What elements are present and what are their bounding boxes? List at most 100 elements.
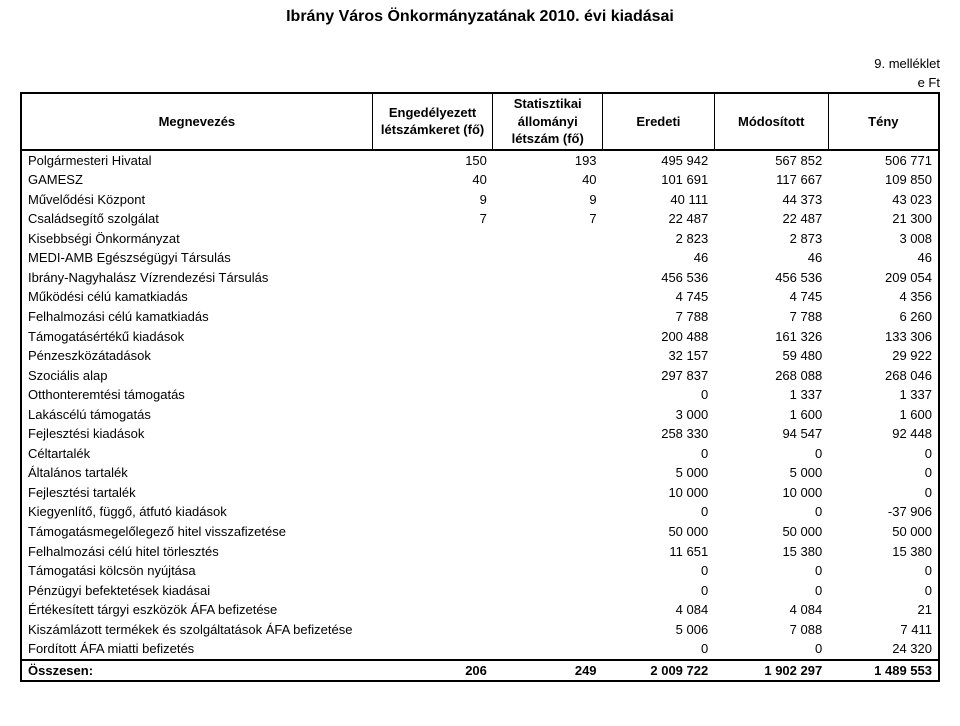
cell-total-b: 206 xyxy=(372,660,493,682)
table-body: Polgármesteri Hivatal150193495 942567 85… xyxy=(21,150,939,682)
cell-stat-headcount xyxy=(493,444,603,464)
cell-stat-headcount: 40 xyxy=(493,170,603,190)
table-total-row: Összesen:2062492 009 7221 902 2971 489 5… xyxy=(21,660,939,682)
cell-modified: 1 600 xyxy=(714,405,828,425)
cell-original: 10 000 xyxy=(603,483,715,503)
cell-actual: 0 xyxy=(828,463,939,483)
cell-approved-headcount xyxy=(372,639,493,660)
cell-approved-headcount xyxy=(372,542,493,562)
col-header-modified: Módosított xyxy=(714,93,828,150)
cell-approved-headcount xyxy=(372,287,493,307)
cell-original: 46 xyxy=(603,248,715,268)
cell-original: 5 006 xyxy=(603,620,715,640)
cell-approved-headcount: 9 xyxy=(372,190,493,210)
cell-modified: 5 000 xyxy=(714,463,828,483)
cell-name: Céltartalék xyxy=(21,444,372,464)
cell-original: 495 942 xyxy=(603,150,715,171)
cell-approved-headcount xyxy=(372,522,493,542)
table-row: Lakáscélú támogatás3 0001 6001 600 xyxy=(21,405,939,425)
cell-original: 7 788 xyxy=(603,307,715,327)
cell-modified: 0 xyxy=(714,444,828,464)
cell-actual: 1 600 xyxy=(828,405,939,425)
cell-stat-headcount: 193 xyxy=(493,150,603,171)
cell-approved-headcount xyxy=(372,366,493,386)
cell-modified: 4 745 xyxy=(714,287,828,307)
cell-approved-headcount xyxy=(372,620,493,640)
cell-approved-headcount xyxy=(372,483,493,503)
cell-approved-headcount xyxy=(372,248,493,268)
cell-name: Felhalmozási célú kamatkiadás xyxy=(21,307,372,327)
cell-original: 50 000 xyxy=(603,522,715,542)
cell-actual: 1 337 xyxy=(828,385,939,405)
cell-name: Pénzeszközátadások xyxy=(21,346,372,366)
cell-approved-headcount xyxy=(372,581,493,601)
cell-original: 0 xyxy=(603,581,715,601)
col-header-name: Megnevezés xyxy=(21,93,372,150)
table-row: Pénzeszközátadások32 15759 48029 922 xyxy=(21,346,939,366)
cell-actual: 0 xyxy=(828,483,939,503)
cell-modified: 10 000 xyxy=(714,483,828,503)
cell-modified: 7 788 xyxy=(714,307,828,327)
table-row: Pénzügyi befektetések kiadásai000 xyxy=(21,581,939,601)
cell-actual: 506 771 xyxy=(828,150,939,171)
cell-name: Kiszámlázott termékek és szolgáltatások … xyxy=(21,620,372,640)
table-row: Fordított ÁFA miatti befizetés0024 320 xyxy=(21,639,939,660)
cell-original: 32 157 xyxy=(603,346,715,366)
cell-actual: 6 260 xyxy=(828,307,939,327)
cell-name: Szociális alap xyxy=(21,366,372,386)
table-row: Támogatási kölcsön nyújtása000 xyxy=(21,561,939,581)
cell-original: 0 xyxy=(603,385,715,405)
cell-modified: 7 088 xyxy=(714,620,828,640)
cell-name: Támogatásmegelőlegező hitel visszafizeté… xyxy=(21,522,372,542)
cell-approved-headcount xyxy=(372,327,493,347)
cell-modified: 46 xyxy=(714,248,828,268)
cell-actual: 50 000 xyxy=(828,522,939,542)
cell-name: Otthonteremtési támogatás xyxy=(21,385,372,405)
cell-name: Kiegyenlítő, függő, átfutó kiadások xyxy=(21,502,372,522)
cell-original: 0 xyxy=(603,639,715,660)
table-row: Polgármesteri Hivatal150193495 942567 85… xyxy=(21,150,939,171)
table-row: Kiszámlázott termékek és szolgáltatások … xyxy=(21,620,939,640)
cell-original: 2 823 xyxy=(603,229,715,249)
cell-modified: 15 380 xyxy=(714,542,828,562)
cell-approved-headcount xyxy=(372,229,493,249)
col-header-stat-headcount: Statisztikai állományi létszám (fő) xyxy=(493,93,603,150)
cell-name: Művelődési Központ xyxy=(21,190,372,210)
cell-actual: 21 xyxy=(828,600,939,620)
cell-stat-headcount xyxy=(493,542,603,562)
cell-name: Értékesített tárgyi eszközök ÁFA befizet… xyxy=(21,600,372,620)
cell-name: Fordított ÁFA miatti befizetés xyxy=(21,639,372,660)
cell-total-e: 1 902 297 xyxy=(714,660,828,682)
cell-original: 297 837 xyxy=(603,366,715,386)
table-row: Támogatásértékű kiadások200 488161 32613… xyxy=(21,327,939,347)
table-row: Művelődési Központ9940 11144 37343 023 xyxy=(21,190,939,210)
cell-original: 5 000 xyxy=(603,463,715,483)
table-row: Működési célú kamatkiadás4 7454 7454 356 xyxy=(21,287,939,307)
cell-modified: 268 088 xyxy=(714,366,828,386)
table-row: GAMESZ4040101 691117 667109 850 xyxy=(21,170,939,190)
cell-original: 0 xyxy=(603,561,715,581)
cell-actual: 4 356 xyxy=(828,287,939,307)
cell-actual: 43 023 xyxy=(828,190,939,210)
table-row: Kisebbségi Önkormányzat2 8232 8733 008 xyxy=(21,229,939,249)
cell-stat-headcount xyxy=(493,424,603,444)
cell-approved-headcount xyxy=(372,385,493,405)
cell-stat-headcount: 7 xyxy=(493,209,603,229)
cell-original: 0 xyxy=(603,502,715,522)
cell-stat-headcount xyxy=(493,248,603,268)
cell-original: 4 084 xyxy=(603,600,715,620)
cell-name: Polgármesteri Hivatal xyxy=(21,150,372,171)
cell-actual: -37 906 xyxy=(828,502,939,522)
cell-approved-headcount xyxy=(372,346,493,366)
col-header-original: Eredeti xyxy=(603,93,715,150)
cell-modified: 1 337 xyxy=(714,385,828,405)
cell-stat-headcount xyxy=(493,405,603,425)
table-row: Fejlesztési kiadások258 33094 54792 448 xyxy=(21,424,939,444)
table-row: Támogatásmegelőlegező hitel visszafizeté… xyxy=(21,522,939,542)
cell-modified: 4 084 xyxy=(714,600,828,620)
cell-approved-headcount xyxy=(372,307,493,327)
cell-stat-headcount xyxy=(493,600,603,620)
cell-approved-headcount xyxy=(372,405,493,425)
table-header-row: Megnevezés Engedélyezett létszámkeret (f… xyxy=(21,93,939,150)
cell-total-d: 2 009 722 xyxy=(603,660,715,682)
